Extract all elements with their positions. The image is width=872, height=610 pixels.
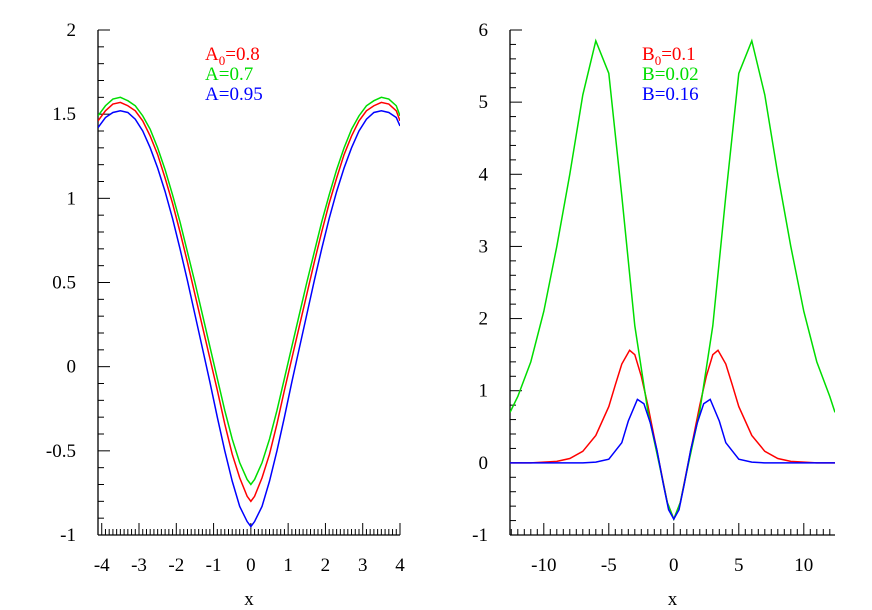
legend-entry: B=0.16 [642,84,699,105]
x-tick-label: 1 [283,555,293,576]
legend-entry: A=0.7 [205,64,253,85]
y-tick-label: 1 [479,381,489,402]
x-tick-label: 3 [358,555,368,576]
y-tick-label: -1 [472,525,488,546]
series-line-2 [98,96,400,486]
series-line-1 [98,101,400,503]
x-tick-label: 0 [669,555,679,576]
x-tick-label: -1 [206,555,222,576]
left-chart-panel: -4 -3 -2 -1 0 1 2 3 4 -1 -0.5 0 0.5 1 1.5 2 x A0=0.8A=0.7… [46,20,405,610]
y-tick-label: 0.5 [52,273,76,294]
series-line-1 [510,349,835,522]
y-tick-label: 0 [479,453,489,474]
y-tick-label: 2 [67,20,77,41]
y-tick-label: 4 [479,164,489,185]
legend-entry: A0=0.8 [205,44,260,68]
x-tick-label: -2 [168,555,184,576]
y-tick-label: 0 [67,357,77,378]
y-tick-label: -1 [60,525,76,546]
x-axis-title: x [668,589,678,610]
x-tick-label: 5 [734,555,744,576]
y-tick-label: -0.5 [46,441,76,462]
y-tick-label: 1.5 [52,104,76,125]
x-tick-label: 4 [395,555,405,576]
x-tick-label: 0 [246,555,256,576]
x-tick-label: -3 [131,555,147,576]
x-tick-label: -10 [531,555,556,576]
x-tick-label: -5 [601,555,617,576]
legend-entry: A=0.95 [205,84,263,105]
series-line-2 [510,38,835,522]
y-tick-label: 1 [67,188,77,209]
x-tick-label: -4 [94,555,110,576]
series-line-3 [510,398,835,521]
y-tick-label: 5 [479,92,489,113]
x-tick-label: 10 [794,555,813,576]
legend-entry: B=0.02 [642,64,699,85]
series-line-3 [98,110,400,528]
legend-entry: B0=0.1 [642,44,696,68]
x-tick-label: 2 [321,555,331,576]
y-tick-label: 3 [479,236,489,257]
x-axis-title: x [244,589,254,610]
y-tick-label: 6 [479,20,489,41]
y-tick-label: 2 [479,309,489,330]
